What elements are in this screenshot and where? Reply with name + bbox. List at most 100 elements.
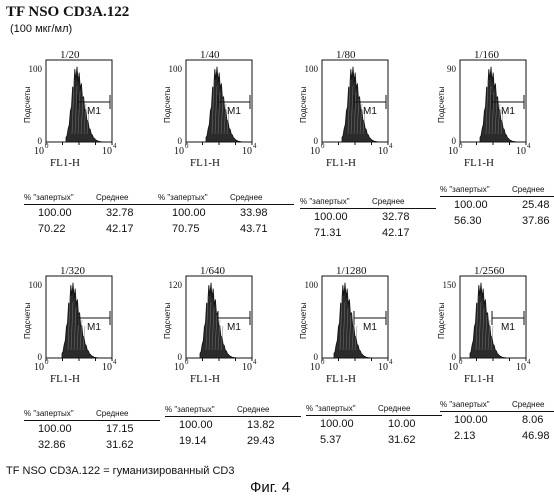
pct-gated-value: 100.00	[179, 419, 213, 431]
x-tick-min-exp: 0	[185, 358, 189, 366]
mean-value: 42.17	[382, 227, 410, 239]
histogram-plot: M11/25601500Подсчеты100104FL1-H	[424, 262, 554, 384]
stat-table: % "запертых"Среднее100.0025.4856.3037.86	[440, 185, 554, 233]
stat-table: % "запертых"Среднее100.0017.1532.8631.62	[24, 409, 174, 457]
y-tick-top-label: 100	[29, 280, 43, 290]
dilution-label: 1/80	[336, 49, 356, 61]
x-tick-max-base: 10	[102, 362, 112, 373]
x-tick-max-base: 10	[378, 146, 388, 157]
histogram-panel: M11/801000Подсчеты100104FL1-H	[286, 46, 416, 168]
mean-value: 8.06	[522, 414, 543, 426]
histogram-panel: M11/6401200Подсчеты100104FL1-H	[150, 262, 280, 384]
y-axis-label: Подсчеты	[437, 302, 446, 339]
gate-label: M1	[87, 322, 101, 333]
histogram-peak	[62, 283, 106, 358]
x-tick-min-base: 10	[448, 146, 458, 157]
pct-gated-value: 100.00	[172, 207, 206, 219]
pct-gated-header: % "запертых"	[158, 193, 208, 202]
stat-divider	[440, 411, 554, 412]
histogram-peak	[66, 67, 110, 142]
x-axis-label: FL1-H	[190, 373, 220, 385]
pct-gated-value: 71.31	[314, 227, 342, 239]
histogram-panel: M11/201000Подсчеты100104FL1-H	[10, 46, 140, 168]
x-tick-min-base: 10	[174, 146, 184, 157]
histogram-panel: M11/12801000Подсчеты100104FL1-H	[286, 262, 416, 384]
x-tick-max-exp: 4	[527, 358, 531, 366]
gate-label: M1	[363, 106, 377, 117]
pct-gated-value: 100.00	[38, 423, 72, 435]
pct-gated-header: % "запертых"	[440, 400, 490, 409]
x-axis-label: FL1-H	[464, 373, 494, 385]
stat-divider	[24, 204, 160, 205]
histogram-peak	[480, 67, 524, 142]
pct-gated-header: % "запертых"	[24, 193, 74, 202]
y-tick-top-label: 120	[169, 280, 183, 290]
histogram-peak	[200, 283, 244, 358]
y-axis-label: Подсчеты	[299, 302, 308, 339]
y-tick-top-label: 90	[447, 64, 457, 74]
histogram-panel: M11/25601500Подсчеты100104FL1-H	[424, 262, 554, 384]
x-tick-max-exp: 4	[389, 358, 393, 366]
x-tick-max-exp: 4	[527, 142, 531, 150]
y-tick-zero-label: 0	[452, 136, 457, 146]
x-tick-max-exp: 4	[113, 142, 117, 150]
pct-gated-header: % "запертых"	[300, 197, 350, 206]
mean-value: 33.98	[240, 207, 268, 219]
mean-header: Среднее	[96, 409, 128, 418]
gate-label: M1	[501, 106, 515, 117]
pct-gated-header: % "запертых"	[440, 185, 490, 194]
histogram-peak	[334, 283, 378, 358]
histogram-plot: M11/12801000Подсчеты100104FL1-H	[286, 262, 416, 384]
gate-label: M1	[87, 106, 101, 117]
stat-divider	[306, 415, 442, 416]
mean-value: 42.17	[106, 223, 134, 235]
pct-gated-value: 2.13	[454, 430, 475, 442]
gate-label: M1	[363, 322, 377, 333]
x-tick-min-base: 10	[34, 146, 44, 157]
pct-gated-value: 56.30	[454, 215, 482, 227]
x-tick-min-exp: 0	[45, 358, 49, 366]
mean-header: Среднее	[230, 193, 262, 202]
stat-divider	[158, 204, 294, 205]
stat-table: % "запертых"Среднее100.0010.005.3731.62	[306, 404, 456, 452]
mean-value: 17.15	[106, 423, 134, 435]
y-tick-zero-label: 0	[314, 136, 319, 146]
stat-divider	[300, 208, 436, 209]
histogram-plot: M11/3201000Подсчеты100104FL1-H	[10, 262, 140, 384]
pct-gated-header: % "запертых"	[165, 405, 215, 414]
mean-value: 32.78	[106, 207, 134, 219]
pct-gated-value: 32.86	[38, 439, 66, 451]
figure-label: Фиг. 4	[250, 479, 290, 496]
x-tick-min-base: 10	[310, 362, 320, 373]
y-tick-zero-label: 0	[314, 352, 319, 362]
mean-value: 10.00	[388, 418, 416, 430]
y-axis-label: Подсчеты	[163, 302, 172, 339]
dilution-label: 1/2560	[474, 265, 505, 277]
pct-gated-value: 70.75	[172, 223, 200, 235]
dilution-label: 1/640	[200, 265, 226, 277]
mean-value: 37.86	[522, 215, 550, 227]
y-axis-label: Подсчеты	[23, 86, 32, 123]
x-axis-label: FL1-H	[50, 157, 80, 169]
pct-gated-value: 100.00	[454, 199, 488, 211]
y-tick-zero-label: 0	[38, 136, 43, 146]
y-tick-top-label: 100	[169, 64, 183, 74]
histogram-plot: M11/801000Подсчеты100104FL1-H	[286, 46, 416, 168]
pct-gated-value: 100.00	[38, 207, 72, 219]
x-axis-label: FL1-H	[464, 157, 494, 169]
x-tick-min-base: 10	[174, 362, 184, 373]
histogram-panel: M11/160900Подсчеты100104FL1-H	[424, 46, 554, 168]
x-tick-max-base: 10	[378, 362, 388, 373]
pct-gated-header: % "запертых"	[306, 404, 356, 413]
dilution-label: 1/20	[60, 49, 80, 61]
mean-header: Среднее	[512, 185, 544, 194]
pct-gated-value: 100.00	[454, 414, 488, 426]
mean-header: Среднее	[372, 197, 404, 206]
stat-table: % "запертых"Среднее100.0013.8219.1429.43	[165, 405, 315, 453]
x-axis-label: FL1-H	[190, 157, 220, 169]
x-axis-label: FL1-H	[326, 157, 356, 169]
y-tick-zero-label: 0	[178, 136, 183, 146]
mean-value: 29.43	[247, 435, 275, 447]
x-tick-max-exp: 4	[389, 142, 393, 150]
concentration-label: (100 мкг/мл)	[10, 23, 72, 35]
